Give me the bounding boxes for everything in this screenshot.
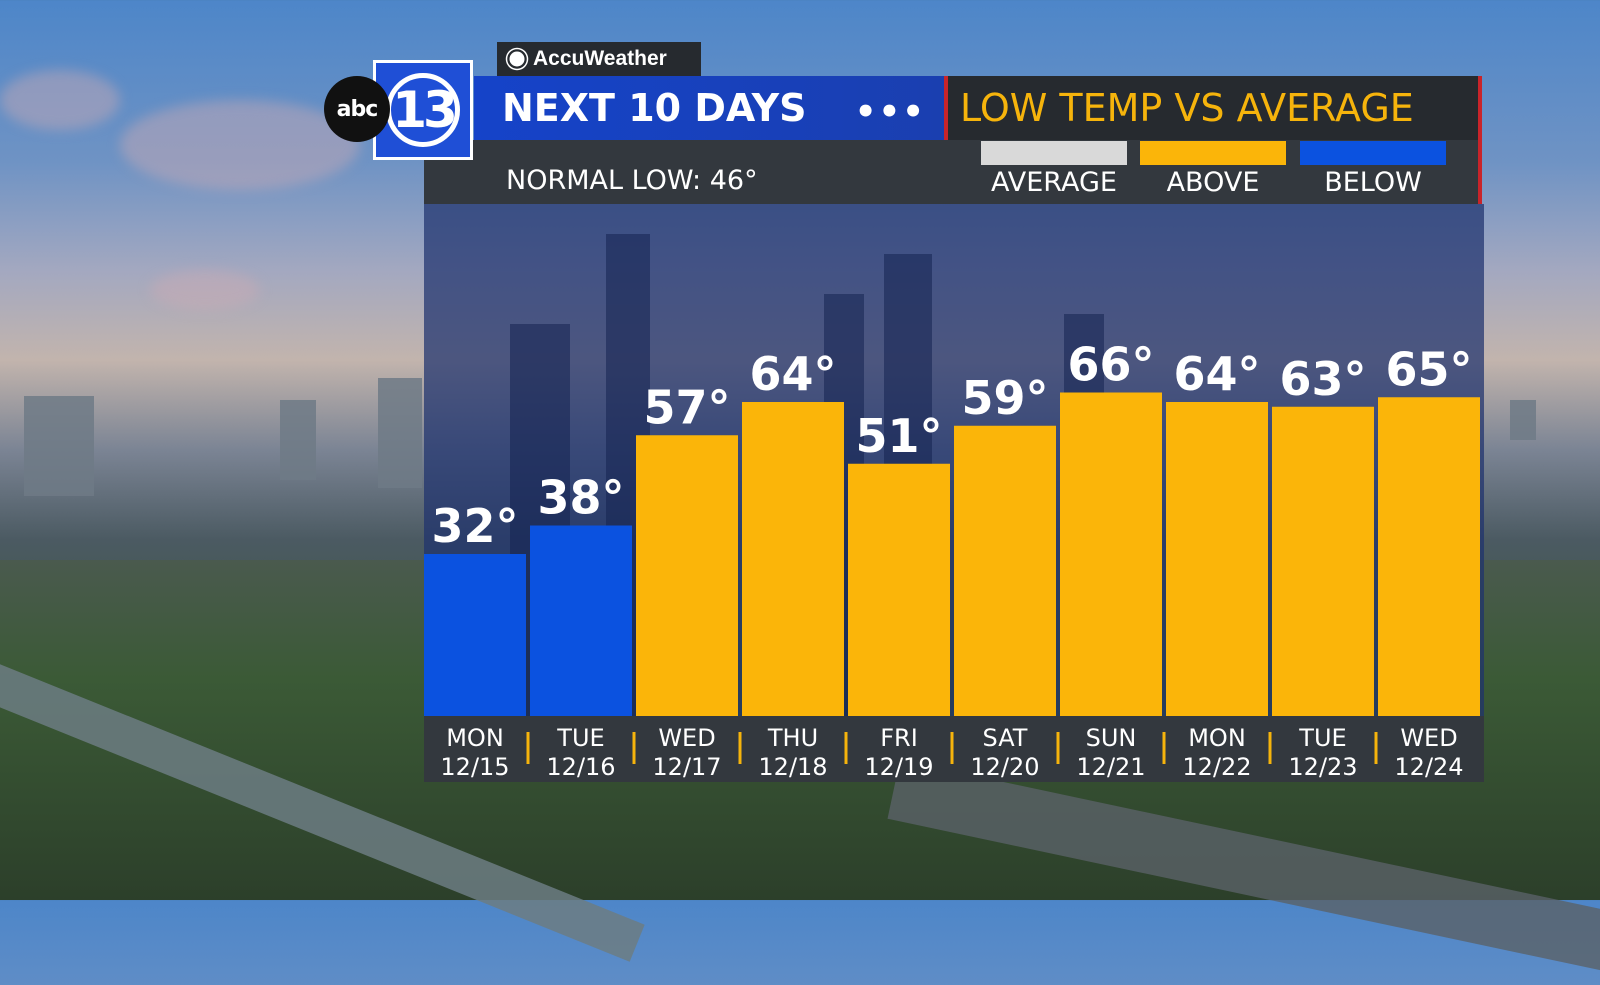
background-cloud: [150, 270, 260, 310]
x-axis-bar: [424, 716, 1484, 782]
x-tick-date-4: 12/18: [758, 753, 827, 781]
bar-8: [1166, 402, 1268, 716]
x-tick-date-1: 12/15: [440, 753, 509, 781]
x-tick-separator: [526, 732, 530, 764]
normal-low-label: NORMAL LOW: 46°: [506, 165, 758, 196]
header-divider: [944, 76, 948, 140]
x-tick-date-7: 12/21: [1076, 753, 1145, 781]
info-bar: NORMAL LOW: 46° AVERAGE ABOVE BELOW: [424, 140, 1480, 204]
bar-value-label-9: 63°: [1279, 352, 1366, 406]
x-tick-day-6: SAT: [983, 724, 1028, 752]
bar-6: [954, 425, 1056, 716]
bar-value-label-3: 57°: [643, 380, 730, 434]
legend-label-average: AVERAGE: [991, 167, 1117, 198]
accuweather-badge: AccuWeather: [497, 42, 701, 76]
bar-value-label-10: 65°: [1385, 342, 1472, 396]
bar-value-label-4: 64°: [749, 347, 836, 401]
x-tick-day-10: WED: [1400, 724, 1457, 752]
legend-swatch-above: [1140, 141, 1286, 165]
chart-subtitle: LOW TEMP VS AVERAGE: [960, 86, 1414, 130]
x-tick-day-5: FRI: [880, 724, 918, 752]
x-tick-date-5: 12/19: [864, 753, 933, 781]
x-tick-day-8: MON: [1188, 724, 1246, 752]
bar-3: [636, 435, 738, 716]
x-tick-separator: [738, 732, 742, 764]
background-cloud: [120, 100, 360, 190]
x-tick-separator: [632, 732, 636, 764]
legend-label-below: BELOW: [1324, 167, 1422, 198]
x-tick-separator: [1162, 732, 1166, 764]
x-tick-day-1: MON: [446, 724, 504, 752]
x-tick-day-4: THU: [767, 724, 818, 752]
bar-value-label-5: 51°: [855, 409, 942, 463]
bar-4: [742, 402, 844, 716]
x-tick-day-3: WED: [658, 724, 715, 752]
x-tick-separator: [950, 732, 954, 764]
bar-value-label-8: 64°: [1173, 347, 1260, 401]
x-tick-date-6: 12/20: [970, 753, 1039, 781]
x-tick-day-9: TUE: [1298, 724, 1346, 752]
bar-5: [848, 463, 950, 716]
background-building: [280, 400, 316, 480]
bar-value-label-1: 32°: [431, 499, 518, 553]
x-tick-date-10: 12/24: [1394, 753, 1463, 781]
legend-swatch-average: [981, 141, 1127, 165]
x-tick-date-2: 12/16: [546, 753, 615, 781]
x-tick-day-7: SUN: [1086, 724, 1137, 752]
bar-value-label-6: 59°: [961, 371, 1048, 425]
x-tick-separator: [844, 732, 848, 764]
bar-9: [1272, 406, 1374, 716]
logo-number: 13: [392, 81, 458, 139]
x-tick-date-3: 12/17: [652, 753, 721, 781]
x-tick-separator: [1374, 732, 1378, 764]
background-cloud: [0, 70, 120, 130]
x-tick-separator: [1056, 732, 1060, 764]
legend-label-above: ABOVE: [1166, 167, 1260, 198]
bar-10: [1378, 397, 1480, 716]
background-building: [1510, 400, 1536, 440]
title-bar: NEXT 10 DAYS •••: [474, 76, 944, 140]
bar-value-label-7: 66°: [1067, 338, 1154, 392]
background-building: [24, 396, 94, 496]
subtitle-bar: LOW TEMP VS AVERAGE: [948, 76, 1480, 140]
sun-icon: [509, 51, 525, 67]
page-title: NEXT 10 DAYS: [502, 86, 807, 130]
bar-value-label-2: 38°: [537, 471, 624, 525]
accuweather-label: AccuWeather: [533, 47, 667, 70]
legend-swatch-below: [1300, 141, 1446, 165]
bar-1: [424, 554, 526, 716]
x-tick-date-9: 12/23: [1288, 753, 1357, 781]
abc-logo: abc: [324, 76, 390, 142]
temperature-bar-chart: 32°MON12/1538°TUE12/1657°WED12/1764°THU1…: [424, 338, 1480, 781]
x-tick-date-8: 12/22: [1182, 753, 1251, 781]
background-building: [378, 378, 422, 488]
bar-2: [530, 525, 632, 716]
x-tick-separator: [1268, 732, 1272, 764]
header-edge-accent: [1478, 76, 1482, 204]
x-tick-day-2: TUE: [556, 724, 604, 752]
more-dots-icon: •••: [854, 92, 926, 132]
bar-7: [1060, 392, 1162, 716]
